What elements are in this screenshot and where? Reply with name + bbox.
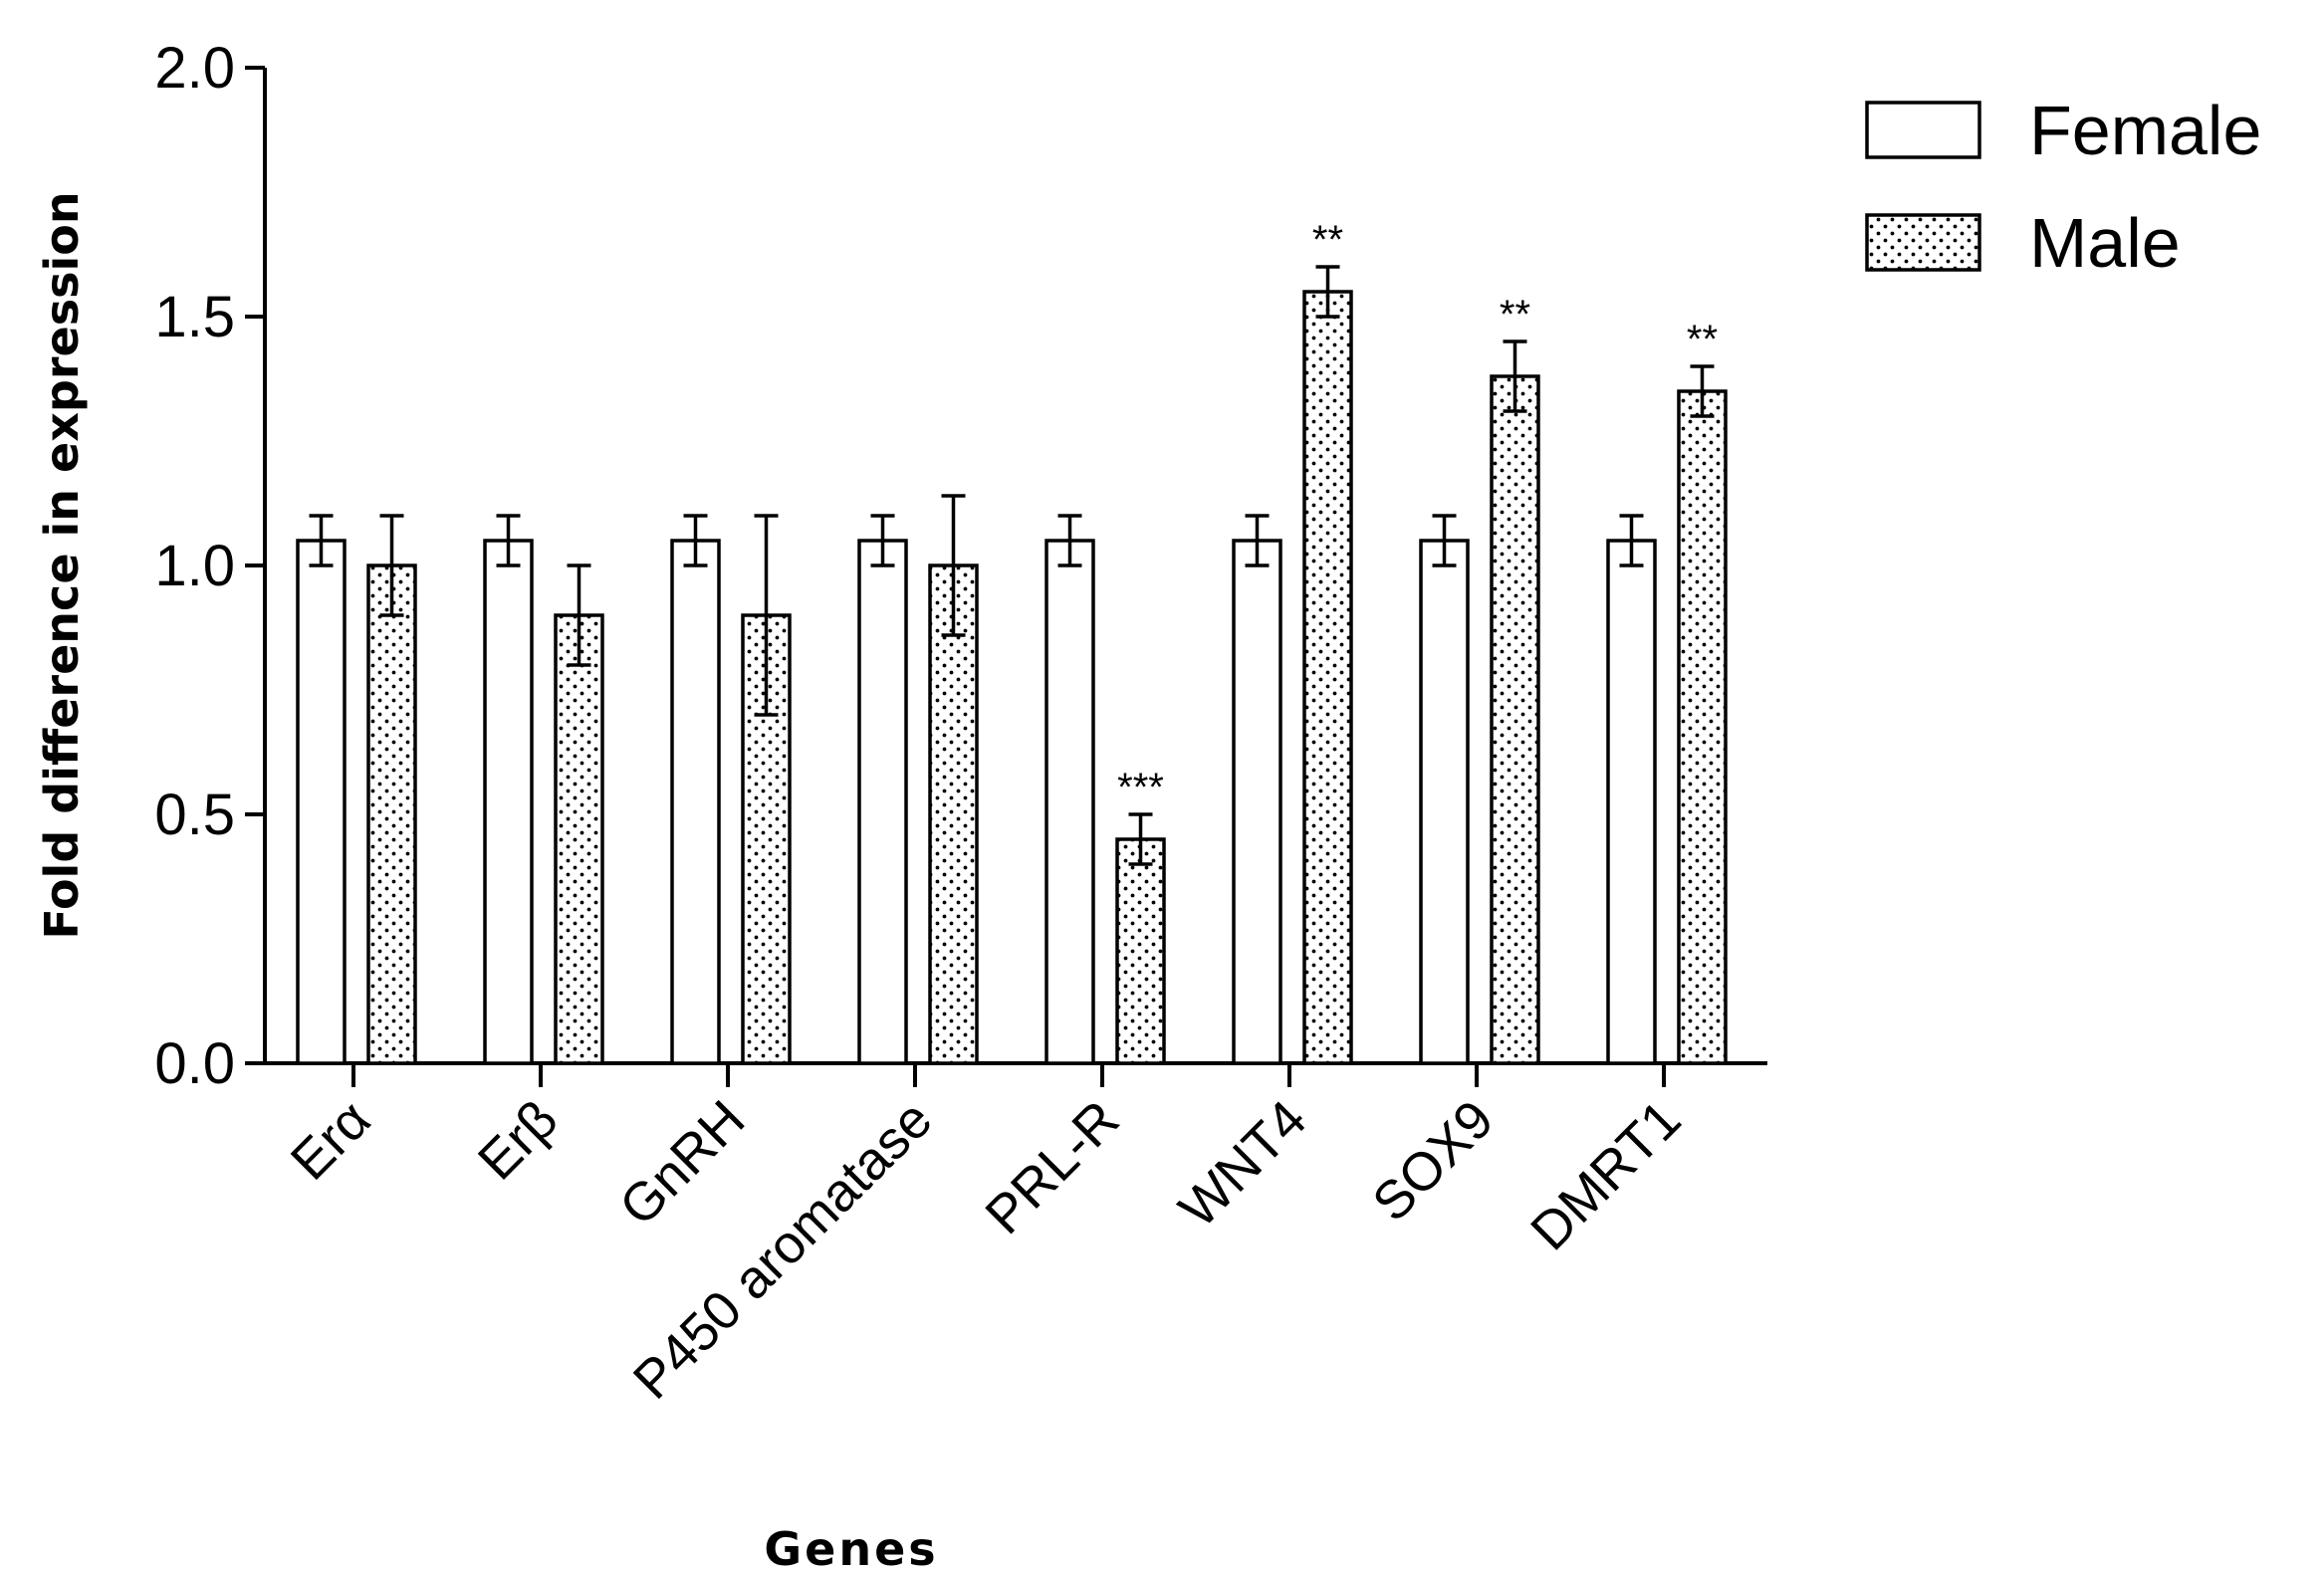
category-label: DMRT1 [1519,1089,1692,1261]
male-legend-label: Male [2029,204,2181,282]
male-bar [928,563,979,1065]
male-bar [554,613,604,1065]
category-label: SOX9 [1361,1089,1505,1233]
x-axis-title: Genes [764,1522,938,1574]
female-bar [857,539,908,1065]
y-tick-label: 1.0 [154,534,235,598]
male-bar [1490,374,1540,1065]
female-legend-swatch [1865,101,1981,159]
female-bar [1045,539,1095,1065]
category-label: WNT4 [1168,1089,1318,1239]
female-legend-label: Female [2029,92,2261,169]
y-tick-label: 0.0 [154,1031,235,1096]
y-tick-label: 2.0 [154,36,235,101]
significance-marker: ** [1500,293,1530,337]
male-bar [1115,837,1166,1065]
category-label: Erβ [467,1089,570,1192]
male-bar [1677,389,1728,1065]
category-label: PRL-R [974,1089,1130,1245]
y-tick-label: 1.5 [154,285,235,349]
female-bar [1232,539,1282,1065]
male-bar [366,563,417,1065]
y-tick-label: 0.5 [154,783,235,847]
female-bar [483,539,534,1065]
category-label: GnRH [608,1089,757,1237]
female-bar [1606,539,1657,1065]
significance-marker: ** [1312,218,1343,262]
male-legend-swatch [1865,213,1981,272]
significance-marker: ** [1687,318,1718,361]
male-bar [1302,290,1353,1065]
female-bar [670,539,721,1065]
significance-marker: *** [1117,766,1164,809]
category-label: Erα [280,1089,382,1192]
female-bar [296,539,347,1065]
female-bar [1419,539,1470,1065]
y-axis-title: Fold difference in expression [35,191,89,939]
